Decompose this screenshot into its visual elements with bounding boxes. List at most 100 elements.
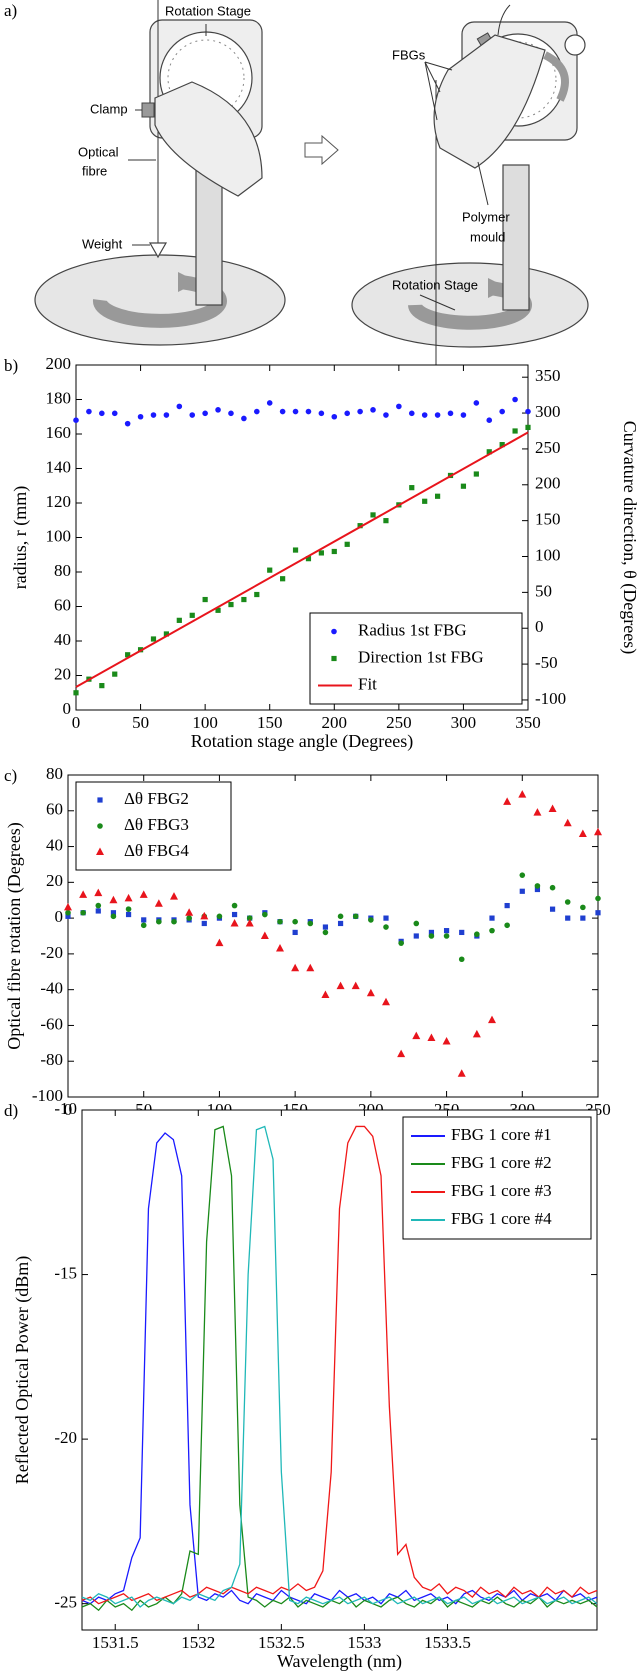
x-tick-label: 1532 — [181, 1633, 215, 1652]
panel-label: d) — [4, 1101, 18, 1120]
marker-square — [112, 671, 118, 677]
marker-square — [141, 917, 147, 923]
y2-tick-label: 150 — [535, 510, 561, 529]
legend: Radius 1st FBG Direction 1st FBG Fit — [309, 612, 523, 705]
y-tick-label: -20 — [54, 1428, 77, 1447]
marker-circle — [318, 410, 325, 417]
marker-square — [322, 924, 329, 930]
weight — [148, 242, 168, 259]
transition-arrow — [304, 134, 339, 166]
marker-triangle — [518, 790, 527, 798]
turntable — [34, 254, 286, 346]
marker-square — [231, 911, 238, 918]
marker-triangle — [185, 908, 194, 916]
y2-tick-label: 200 — [535, 474, 561, 493]
panel-label: b) — [4, 356, 18, 375]
marker-square — [331, 655, 337, 662]
marker-square — [163, 631, 169, 637]
marker-circle — [519, 872, 526, 878]
marker-triangle — [488, 1015, 496, 1024]
marker-square — [337, 920, 344, 927]
marker-square — [534, 886, 541, 893]
marker-circle — [331, 413, 338, 420]
marker-circle — [292, 408, 299, 415]
marker-triangle — [412, 1031, 421, 1040]
diagram: a) Rotation Stage Clamp Optical fibre We… — [4, 0, 589, 424]
marker-circle — [344, 410, 351, 417]
marker-circle — [215, 407, 221, 413]
legend-label: Fit — [358, 674, 377, 693]
y-tick-label: 20 — [54, 664, 71, 683]
y-tick-label: -25 — [54, 1593, 77, 1612]
polymer-mould — [154, 81, 263, 197]
marker-circle — [408, 410, 415, 417]
marker-square — [318, 550, 324, 556]
marker-circle — [176, 403, 183, 410]
marker-circle — [549, 884, 556, 891]
x-tick-label: 1532.5 — [258, 1633, 305, 1652]
marker-triangle — [351, 981, 360, 990]
y-tick-label: -20 — [40, 943, 63, 962]
y-tick-label: 120 — [46, 492, 72, 511]
legend-box — [309, 612, 523, 705]
marker-circle — [125, 906, 132, 912]
marker-square — [176, 617, 182, 623]
marker-triangle — [548, 804, 557, 812]
marker-circle — [65, 909, 71, 916]
legend-label: Direction 1st FBG — [358, 647, 484, 666]
pointer — [419, 294, 456, 311]
marker-square — [125, 911, 132, 918]
marker-triangle — [215, 938, 224, 947]
diagram-label: Optical — [78, 144, 119, 159]
y-tick-label: 40 — [46, 835, 63, 854]
marker-square — [504, 902, 510, 909]
marker-circle — [111, 410, 118, 417]
marker-circle — [171, 918, 177, 925]
marker-circle — [241, 415, 247, 422]
series-line — [81, 1125, 598, 1608]
marker-triangle — [336, 981, 345, 990]
marker-square — [565, 915, 571, 921]
marker-circle — [189, 412, 196, 418]
marker-circle — [443, 933, 450, 939]
clamp — [141, 102, 155, 118]
marker-circle — [156, 918, 162, 925]
marker-square — [383, 518, 389, 524]
legend-label: Δθ FBG3 — [124, 815, 189, 834]
y2-tick-label: -50 — [535, 653, 558, 672]
legend-label: Δθ FBG4 — [124, 841, 189, 860]
diagram-label: Rotation Stage — [165, 3, 251, 18]
marker-square — [435, 493, 441, 499]
y-tick-label: 60 — [46, 800, 63, 819]
marker-circle — [322, 929, 329, 936]
marker-square — [499, 442, 505, 448]
y-tick-label: 80 — [46, 764, 63, 783]
marker-circle — [398, 940, 404, 946]
marker-circle — [337, 913, 344, 920]
marker-circle — [504, 922, 510, 929]
marker-square — [280, 576, 286, 582]
x-tick-label: 1533 — [347, 1633, 381, 1652]
marker-circle — [202, 410, 208, 417]
marker-triangle — [366, 988, 375, 997]
marker-circle — [266, 400, 273, 406]
marker-circle — [525, 408, 531, 415]
marker-square — [228, 601, 234, 608]
marker-circle — [262, 911, 268, 918]
marker-circle — [447, 410, 454, 417]
marker-circle — [434, 412, 441, 418]
marker-triangle — [260, 931, 269, 939]
y-tick-label: -10 — [54, 1099, 77, 1118]
y-tick-label: -100 — [32, 1086, 63, 1105]
marker-square — [241, 596, 247, 603]
marker-circle — [564, 899, 571, 905]
marker-square — [125, 652, 131, 658]
y2-tick-label: 300 — [535, 402, 561, 421]
panel-label: a) — [4, 1, 17, 20]
marker-circle — [124, 420, 131, 427]
marker-circle — [534, 883, 541, 889]
marker-circle — [421, 412, 428, 418]
marker-square — [422, 498, 428, 504]
marker-square — [489, 915, 495, 921]
post — [502, 164, 530, 311]
